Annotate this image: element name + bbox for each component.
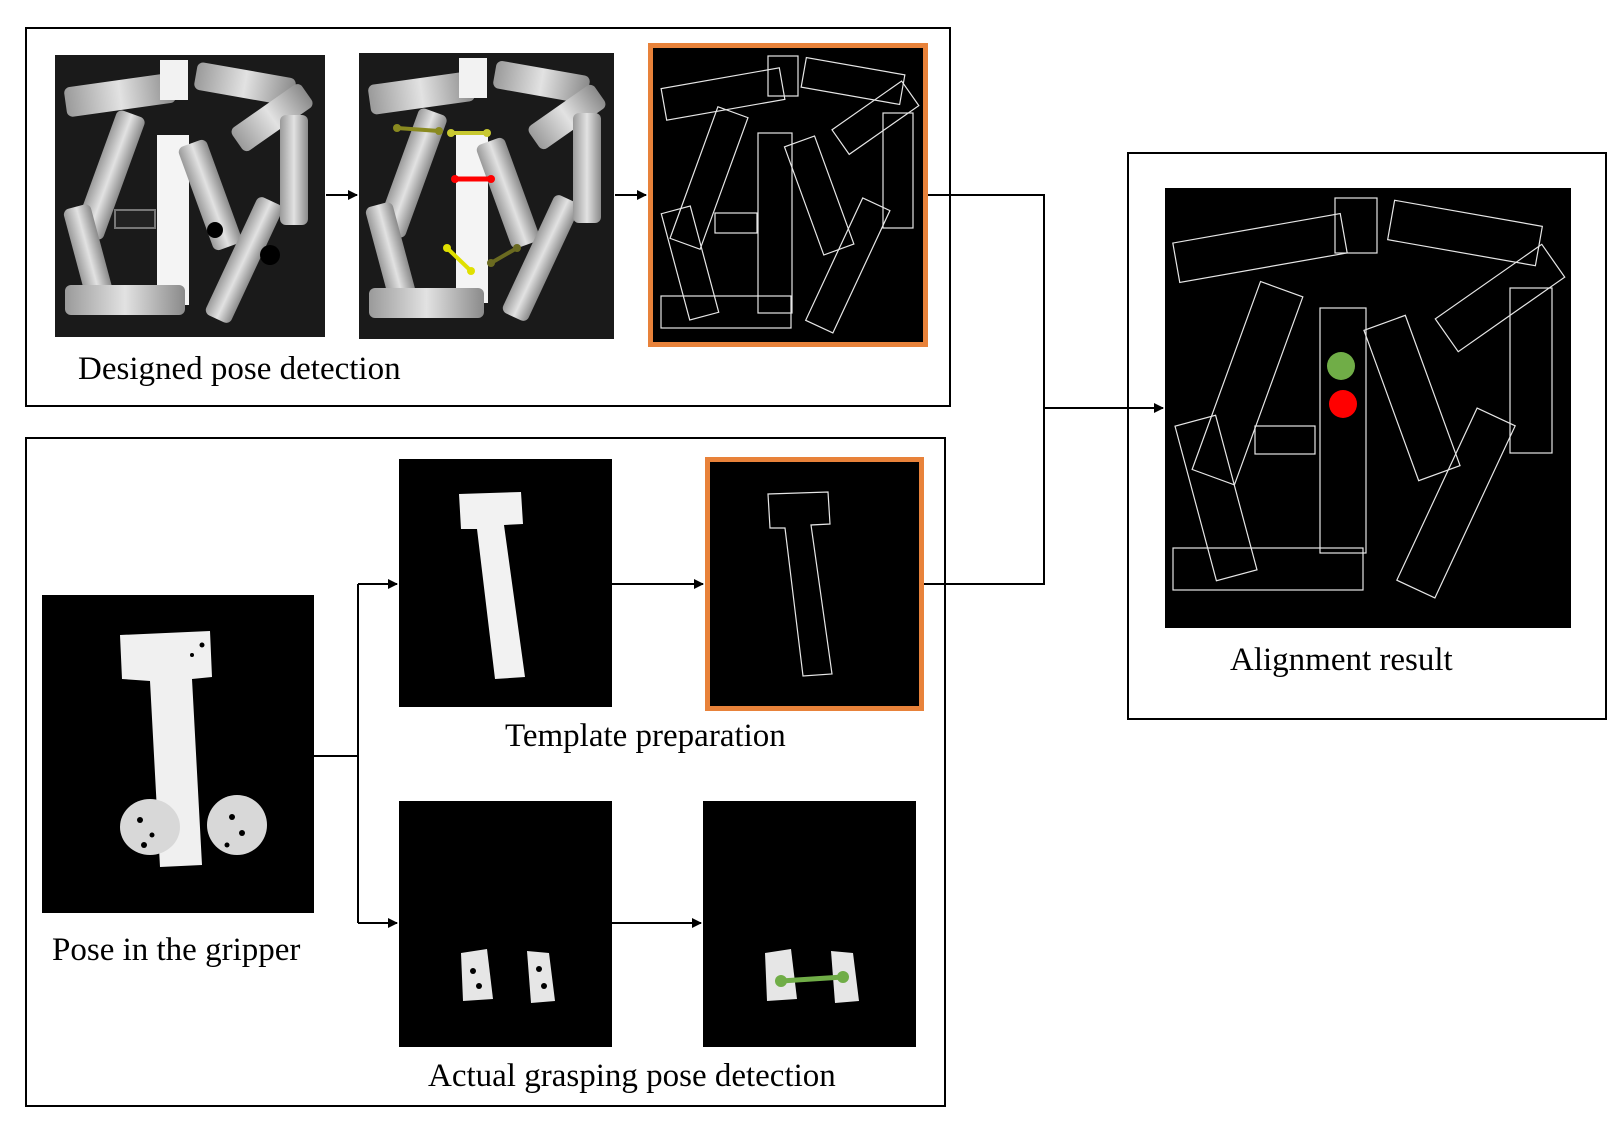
depth-image-raw-graphic [55,55,325,337]
depth-image-annotated [359,53,614,339]
edge-image-scene-graphic [653,48,923,342]
caption-pose-in-gripper: Pose in the gripper [52,932,301,968]
red-marker [1329,390,1357,418]
template-segmented-graphic [399,459,612,707]
edge-image-scene [648,43,928,347]
grasp-candidate-markers [393,124,521,275]
finger-grasp-detected [703,801,916,1047]
template-segmented [399,459,612,707]
caption-designed-pose: Designed pose detection [78,351,401,387]
green-marker [1327,352,1355,380]
gripper-pose-image [42,595,314,913]
depth-image-raw [55,55,325,337]
finger-segmented-graphic [399,801,612,1047]
caption-template-preparation: Template preparation [505,718,786,754]
alignment-image [1165,188,1571,628]
template-edge [705,457,924,711]
finger-segmented [399,801,612,1047]
template-edge-graphic [710,462,919,706]
caption-alignment-result: Alignment result [1230,642,1453,678]
gripper-pose-graphic [42,595,314,913]
finger-grasp-graphic [703,801,916,1047]
caption-actual-grasp: Actual grasping pose detection [428,1058,836,1094]
depth-image-annotated-graphic [359,53,614,339]
alignment-image-graphic [1165,188,1571,628]
